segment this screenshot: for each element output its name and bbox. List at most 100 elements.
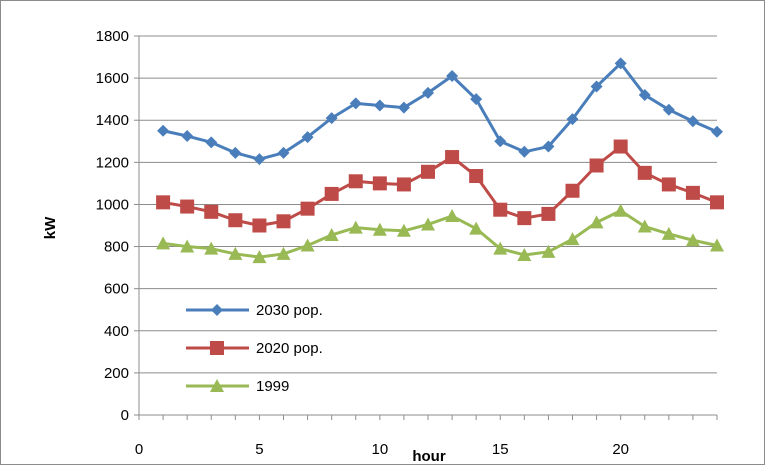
- data-point: [325, 112, 338, 125]
- data-point: [542, 140, 555, 153]
- data-point: [373, 99, 386, 112]
- data-point: [252, 250, 267, 264]
- data-point: [469, 221, 484, 235]
- data-point: [180, 239, 195, 253]
- series-0: [157, 57, 723, 166]
- data-point: [348, 220, 363, 234]
- y-axis-title: kW: [42, 216, 59, 239]
- series-layer: [156, 57, 724, 264]
- data-point: [301, 131, 314, 144]
- data-point: [493, 241, 508, 255]
- y-tick-label: 400: [104, 323, 129, 340]
- data-point: [661, 177, 676, 192]
- data-point: [229, 146, 242, 159]
- y-tick-label: 1800: [96, 28, 129, 45]
- data-point: [613, 203, 628, 217]
- data-point: [324, 227, 339, 241]
- y-tick-label: 1400: [96, 112, 129, 129]
- data-point: [565, 232, 580, 246]
- legend-marker: [210, 379, 224, 392]
- data-point: [372, 176, 387, 191]
- series-line: [162, 209, 718, 259]
- data-point: [252, 218, 267, 233]
- series-2: [156, 203, 724, 264]
- data-point: [637, 165, 652, 180]
- data-point: [711, 125, 723, 138]
- data-point: [446, 70, 459, 83]
- x-tick-label: 5: [255, 441, 263, 458]
- legend-label: 2030 pop.: [256, 302, 323, 319]
- legend-marker: [210, 341, 224, 355]
- legend: 2030 pop. 2020 pop. 1999: [186, 302, 323, 395]
- data-point: [518, 145, 531, 158]
- y-tick-label: 1200: [96, 154, 129, 171]
- data-point: [205, 136, 218, 149]
- y-tick-label: 600: [104, 281, 129, 298]
- x-tick-label: 20: [612, 441, 629, 458]
- data-point: [228, 246, 243, 260]
- data-point: [613, 139, 628, 154]
- data-point: [637, 219, 652, 233]
- axes: 0 200 400 600 800 1000 1200 1400 1600 1800 0 5 10 15 2…: [96, 28, 718, 458]
- x-tick-label: 0: [135, 441, 143, 458]
- data-point: [348, 174, 363, 189]
- data-point: [517, 211, 532, 226]
- data-point: [324, 186, 339, 201]
- data-point: [445, 150, 460, 165]
- data-point: [494, 135, 507, 148]
- legend-label: 1999: [256, 378, 289, 395]
- data-point: [276, 246, 291, 260]
- data-point: [156, 236, 171, 250]
- data-point: [662, 103, 675, 116]
- data-point: [661, 226, 676, 240]
- data-point: [372, 222, 387, 236]
- data-point: [686, 115, 699, 128]
- y-tick-label: 200: [104, 365, 129, 382]
- data-point: [421, 217, 435, 231]
- data-point: [614, 57, 627, 70]
- legend-label: 2020 pop.: [256, 340, 323, 357]
- data-point: [685, 185, 700, 200]
- data-point: [470, 93, 483, 106]
- data-point: [180, 199, 195, 214]
- data-point: [277, 146, 290, 159]
- data-point: [589, 158, 604, 173]
- data-point: [300, 201, 315, 216]
- y-tick-label: 0: [121, 407, 129, 424]
- y-tick-label: 1600: [96, 70, 129, 87]
- x-tick-label: 10: [371, 441, 388, 458]
- data-point: [276, 214, 291, 229]
- data-point: [181, 130, 194, 143]
- data-point: [422, 86, 434, 99]
- data-point: [204, 241, 219, 255]
- data-point: [156, 195, 171, 210]
- data-point: [349, 97, 362, 110]
- data-point: [397, 101, 410, 114]
- data-point: [421, 164, 435, 179]
- x-axis-title: hour: [412, 448, 445, 464]
- data-point: [204, 204, 219, 219]
- data-point: [396, 177, 411, 192]
- data-point: [157, 124, 170, 137]
- data-point: [541, 244, 556, 258]
- data-point: [590, 80, 603, 93]
- data-point: [228, 213, 243, 228]
- data-point: [253, 153, 266, 166]
- data-point: [638, 88, 651, 101]
- data-point: [541, 206, 556, 221]
- data-point: [589, 215, 604, 229]
- data-point: [710, 238, 724, 252]
- gridlines: [139, 35, 717, 374]
- y-tick-label: 800: [104, 239, 129, 256]
- series-line: [162, 145, 718, 227]
- legend-marker: [211, 304, 223, 316]
- data-point: [710, 195, 724, 210]
- data-point: [493, 202, 508, 217]
- data-point: [565, 183, 580, 198]
- data-point: [469, 169, 484, 184]
- series-1: [156, 139, 724, 233]
- data-point: [566, 113, 579, 126]
- data-point: [300, 238, 315, 252]
